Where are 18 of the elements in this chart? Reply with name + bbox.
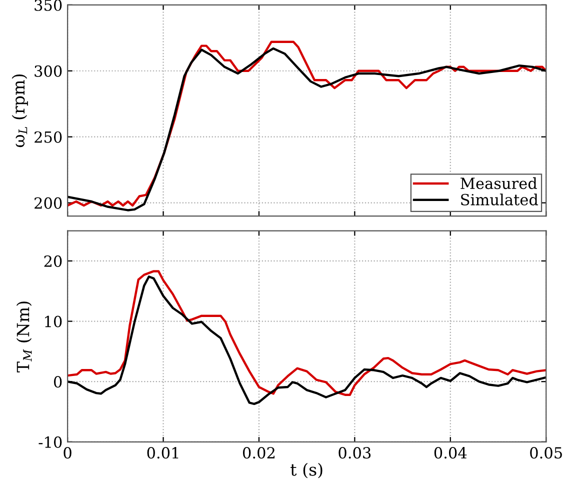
x-axis-title: t (s) [290, 462, 322, 478]
x-tick-label: 0.04 [434, 447, 467, 459]
legend-label: Simulated [461, 194, 538, 206]
y-tick-label: 20 [44, 255, 62, 267]
x-tick-label: 0.03 [338, 447, 371, 459]
x-tick-label: 0 [64, 447, 72, 459]
legend-label: Measured [460, 177, 537, 190]
y-tick-label: -10 [38, 436, 62, 448]
y-tick-label: 300 [34, 65, 62, 77]
y-tick-label: 250 [34, 131, 62, 143]
y-axis-title: T$_{M}$ (Nm) [16, 302, 32, 372]
x-tick-label: 0.02 [242, 447, 274, 459]
y-tick-label: 10 [45, 316, 62, 328]
y-tick-label: 0 [54, 376, 62, 388]
x-tick-label: 0.05 [530, 447, 562, 459]
y-axis-title: ω$_{L}$ (rpm) [12, 74, 28, 148]
x-tick-label: 0.01 [147, 447, 178, 459]
y-tick-label: 200 [34, 197, 62, 209]
